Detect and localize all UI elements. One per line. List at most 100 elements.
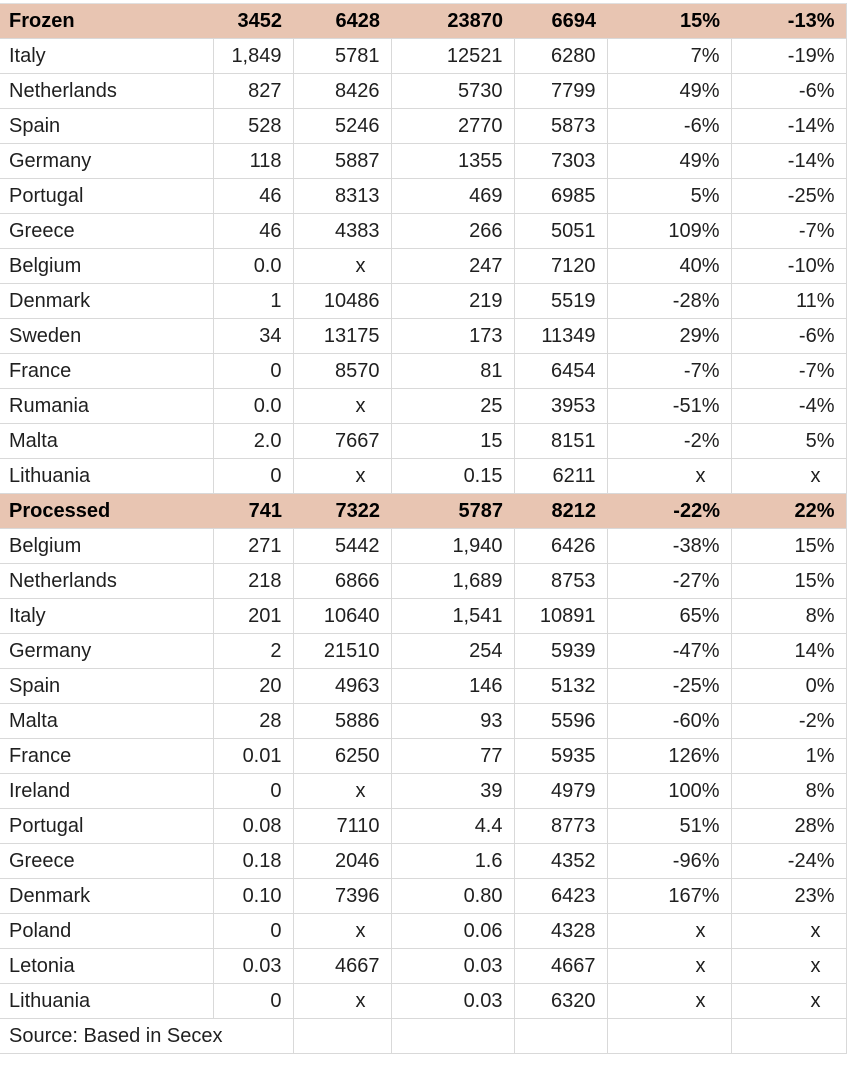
value-cell: 0.06 xyxy=(391,913,515,949)
value-cell: 21510 xyxy=(293,633,392,669)
data-row: Germany 2 21510 254 5939 -47% 14% xyxy=(0,633,847,669)
value-cell: 28% xyxy=(731,808,847,844)
value-cell: 5939 xyxy=(514,633,608,669)
value-cell: -6% xyxy=(731,318,847,354)
value-cell: 5730 xyxy=(391,73,515,109)
value-cell: 77 xyxy=(391,738,515,774)
data-row: Italy 201 10640 1,541 10891 65% 8% xyxy=(0,598,847,634)
value-cell: x xyxy=(731,913,847,949)
country-cell: Portugal xyxy=(0,808,214,844)
value-cell: 0.10 xyxy=(213,878,294,914)
value-cell: 5246 xyxy=(293,108,392,144)
value-cell: 4383 xyxy=(293,213,392,249)
value-cell: 15 xyxy=(391,423,515,459)
value-cell: 118 xyxy=(213,143,294,179)
country-cell: France xyxy=(0,353,214,389)
value-cell: 100% xyxy=(607,773,732,809)
value-cell: 8% xyxy=(731,773,847,809)
value-cell: 29% xyxy=(607,318,732,354)
value-cell: x xyxy=(607,983,732,1019)
value-cell: 0.03 xyxy=(391,948,515,984)
section-total-cell: 6428 xyxy=(293,3,391,39)
data-table: Frozen 3452 6428 23870 6694 15% -13% Italy 1,849… xyxy=(0,3,847,1054)
section-total-cell: 5787 xyxy=(391,493,514,529)
value-cell: -7% xyxy=(731,213,847,249)
country-cell: Malta xyxy=(0,423,214,459)
empty-cell xyxy=(293,1018,392,1054)
country-cell: Denmark xyxy=(0,878,214,914)
value-cell: x xyxy=(607,948,732,984)
value-cell: 5886 xyxy=(293,703,392,739)
value-cell: 65% xyxy=(607,598,732,634)
value-cell: 2046 xyxy=(293,843,392,879)
data-row: Letonia 0.03 4667 0.03 4667 x x xyxy=(0,948,847,984)
value-cell: -25% xyxy=(607,668,732,704)
data-row: France 0 8570 81 6454 -7% -7% xyxy=(0,353,847,389)
source-row: Source: Based in Secex xyxy=(0,1018,847,1054)
value-cell: 8151 xyxy=(514,423,608,459)
country-cell: France xyxy=(0,738,214,774)
data-row: Rumania 0.0 x 25 3953 -51% -4% xyxy=(0,388,847,424)
value-cell: 126% xyxy=(607,738,732,774)
section-total-cell: 3452 xyxy=(213,3,293,39)
value-cell: 15% xyxy=(731,563,847,599)
empty-cell xyxy=(391,1018,515,1054)
value-cell: 7799 xyxy=(514,73,608,109)
section-label-cell: Processed xyxy=(0,493,213,529)
value-cell: 7667 xyxy=(293,423,392,459)
country-cell: Netherlands xyxy=(0,73,214,109)
value-cell: 7303 xyxy=(514,143,608,179)
value-cell: 46 xyxy=(213,213,294,249)
data-row: Ireland 0 x 39 4979 100% 8% xyxy=(0,773,847,809)
value-cell: 167% xyxy=(607,878,732,914)
value-cell: 8% xyxy=(731,598,847,634)
value-cell: -27% xyxy=(607,563,732,599)
value-cell: 11349 xyxy=(514,318,608,354)
value-cell: 4.4 xyxy=(391,808,515,844)
value-cell: 81 xyxy=(391,353,515,389)
value-cell: 49% xyxy=(607,143,732,179)
value-cell: 7% xyxy=(607,38,732,74)
section-total-cell: 741 xyxy=(213,493,293,529)
value-cell: 5051 xyxy=(514,213,608,249)
value-cell: 6423 xyxy=(514,878,608,914)
value-cell: -60% xyxy=(607,703,732,739)
country-cell: Lithuania xyxy=(0,458,214,494)
section-total-cell: -13% xyxy=(731,3,847,39)
table-body: Frozen 3452 6428 23870 6694 15% -13% Italy 1,849… xyxy=(0,3,847,1054)
value-cell: 247 xyxy=(391,248,515,284)
value-cell: x xyxy=(293,248,392,284)
value-cell: -19% xyxy=(731,38,847,74)
value-cell: 0.03 xyxy=(213,948,294,984)
data-row: Lithuania 0 x 0.15 6211 x x xyxy=(0,458,847,494)
value-cell: x xyxy=(293,913,392,949)
value-cell: 4667 xyxy=(293,948,392,984)
section-total-cell: 23870 xyxy=(391,3,514,39)
value-cell: x xyxy=(607,913,732,949)
value-cell: x xyxy=(293,458,392,494)
value-cell: 6280 xyxy=(514,38,608,74)
value-cell: 5% xyxy=(731,423,847,459)
value-cell: 2770 xyxy=(391,108,515,144)
country-cell: Ireland xyxy=(0,773,214,809)
data-row: Netherlands 827 8426 5730 7799 49% -6% xyxy=(0,73,847,109)
value-cell: 0.01 xyxy=(213,738,294,774)
value-cell: 271 xyxy=(213,528,294,564)
value-cell: 5596 xyxy=(514,703,608,739)
data-row: Portugal 46 8313 469 6985 5% -25% xyxy=(0,178,847,214)
value-cell: 201 xyxy=(213,598,294,634)
country-cell: Malta xyxy=(0,703,214,739)
value-cell: 0 xyxy=(213,458,294,494)
value-cell: 15% xyxy=(731,528,847,564)
source-note: Source: Based in Secex xyxy=(0,1018,294,1054)
country-cell: Rumania xyxy=(0,388,214,424)
empty-cell xyxy=(607,1018,732,1054)
value-cell: -24% xyxy=(731,843,847,879)
value-cell: 2.0 xyxy=(213,423,294,459)
value-cell: 10486 xyxy=(293,283,392,319)
value-cell: 1 xyxy=(213,283,294,319)
value-cell: 8773 xyxy=(514,808,608,844)
value-cell: -10% xyxy=(731,248,847,284)
value-cell: 5781 xyxy=(293,38,392,74)
value-cell: 1355 xyxy=(391,143,515,179)
